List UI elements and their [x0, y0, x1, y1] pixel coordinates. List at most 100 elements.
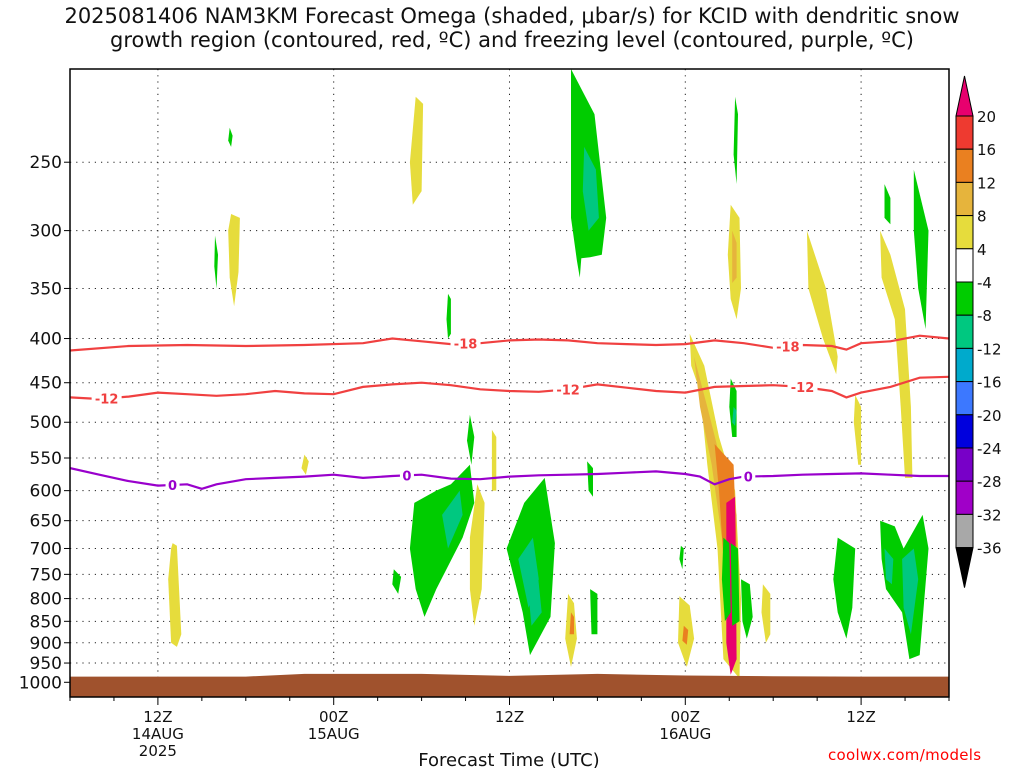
y-tick-label: 800 — [30, 590, 62, 610]
contour-label: -12 — [556, 383, 580, 398]
contour-label: -18 — [454, 338, 478, 353]
contour-label-bg — [553, 381, 584, 397]
omega-shade-region — [569, 612, 574, 635]
contour-line — [70, 334, 949, 352]
contour-label-bg — [399, 467, 414, 483]
colorbar-bottom-arrow — [955, 547, 974, 588]
colorbar-label: -32 — [977, 506, 1002, 524]
colorbar-swatch — [955, 381, 974, 416]
y-tick-label: 700 — [30, 539, 62, 559]
y-axis: 2503003504004505005506006507007508008509… — [19, 153, 70, 693]
y-tick-label: 400 — [30, 330, 62, 350]
omega-shade-region — [587, 461, 593, 497]
contour-label-bg — [450, 335, 481, 351]
omega-shade-region — [469, 484, 485, 626]
colorbar-swatch — [955, 148, 974, 183]
omega-shade-region — [806, 230, 838, 375]
contour-label: -12 — [791, 381, 815, 396]
x-tick-label: 16AUG — [659, 725, 711, 743]
below-ground-fill — [70, 673, 949, 697]
omega-shade-region — [442, 490, 463, 549]
contour-line — [70, 375, 949, 401]
y-tick-label: 300 — [30, 222, 62, 242]
contour-label-bg — [165, 476, 180, 492]
y-tick-label: 650 — [30, 512, 62, 532]
x-tick-label: 12Z — [143, 708, 172, 726]
contour-label-bg — [91, 390, 122, 406]
chart-title: 2025081406 NAM3KM Forecast Omega (shaded… — [0, 4, 1024, 52]
colorbar-swatch — [955, 181, 974, 217]
omega-shade-region — [679, 545, 684, 570]
omega-shade-region — [392, 569, 402, 594]
source-credit: coolwx.com/models — [828, 746, 982, 764]
y-tick-label: 500 — [30, 413, 62, 433]
y-tick-label: 750 — [30, 565, 62, 585]
title-line-1: 2025081406 NAM3KM Forecast Omega (shaded… — [64, 4, 960, 28]
colorbar-swatch — [955, 414, 974, 449]
omega-shade-region — [446, 293, 451, 339]
colorbar-label: 12 — [977, 174, 996, 192]
ground-layer — [70, 673, 949, 697]
x-tick-label: 2025 — [139, 742, 177, 760]
y-tick-label: 350 — [30, 279, 62, 299]
contour-label-bg — [772, 338, 803, 354]
y-tick-label: 250 — [30, 153, 62, 173]
x-axis-label: Forecast Time (UTC) — [418, 750, 599, 768]
omega-shade-region — [761, 584, 771, 643]
omega-shade-region — [228, 214, 240, 307]
omega-shade-region — [228, 127, 233, 147]
y-tick-label: 600 — [30, 482, 62, 502]
omega-shade-region — [301, 454, 309, 475]
omega-shade-region — [721, 537, 731, 622]
y-tick-label: 950 — [30, 654, 62, 674]
colorbar-label: -24 — [977, 440, 1002, 458]
omega-shade-region — [527, 569, 542, 626]
omega-shade-region — [467, 414, 475, 465]
x-tick-label: 12Z — [846, 708, 875, 726]
omega-shade-region — [730, 543, 740, 626]
y-tick-label: 900 — [30, 634, 62, 654]
colorbar-swatch — [955, 480, 974, 515]
omega-shade-region — [732, 230, 737, 283]
colorbar-label: -4 — [977, 274, 992, 292]
colorbar-label: -36 — [977, 540, 1002, 558]
x-tick-label: 00Z — [671, 708, 700, 726]
omega-shade-region — [833, 537, 856, 639]
colorbar-swatch — [955, 115, 974, 150]
colorbar-label: -16 — [977, 374, 1002, 392]
y-tick-label: 1000 — [19, 673, 62, 693]
omega-shade-region — [902, 548, 919, 635]
colorbar-label: -12 — [977, 340, 1002, 358]
contour-line — [70, 467, 949, 490]
colorbar-label: -8 — [977, 307, 992, 325]
omega-shade-region — [733, 96, 738, 185]
omega-shade-region — [726, 496, 737, 675]
omega-shade-region — [853, 395, 862, 465]
omega-shade-region — [300, 18, 304, 70]
contour-label: 0 — [744, 471, 753, 486]
contour-label: 0 — [402, 469, 411, 484]
contour-label: 0 — [168, 479, 177, 494]
colorbar-label: 8 — [977, 208, 987, 226]
colorbar-swatch — [955, 513, 974, 549]
colorbar-swatch — [955, 347, 974, 383]
omega-shade-region — [913, 169, 929, 329]
omega-shade-region — [214, 235, 218, 289]
omega-shade-region — [168, 543, 182, 647]
colorbar-label: -20 — [977, 407, 1002, 425]
y-tick-label: 550 — [30, 449, 62, 469]
contour-label-bg — [741, 468, 756, 484]
colorbar-label: 16 — [977, 141, 996, 159]
colorbar-swatch — [955, 281, 974, 316]
omega-shade-region — [582, 146, 599, 231]
omega-shade-region — [682, 625, 689, 645]
contour-label: -18 — [776, 340, 800, 355]
colorbar-swatch — [955, 314, 974, 349]
x-tick-label: 14AUG — [132, 725, 184, 743]
x-tick-label: 12Z — [495, 708, 524, 726]
y-tick-label: 450 — [30, 374, 62, 394]
colorbar-label: 4 — [977, 241, 987, 259]
x-tick-label: 15AUG — [308, 725, 360, 743]
x-tick-label: 00Z — [319, 708, 348, 726]
